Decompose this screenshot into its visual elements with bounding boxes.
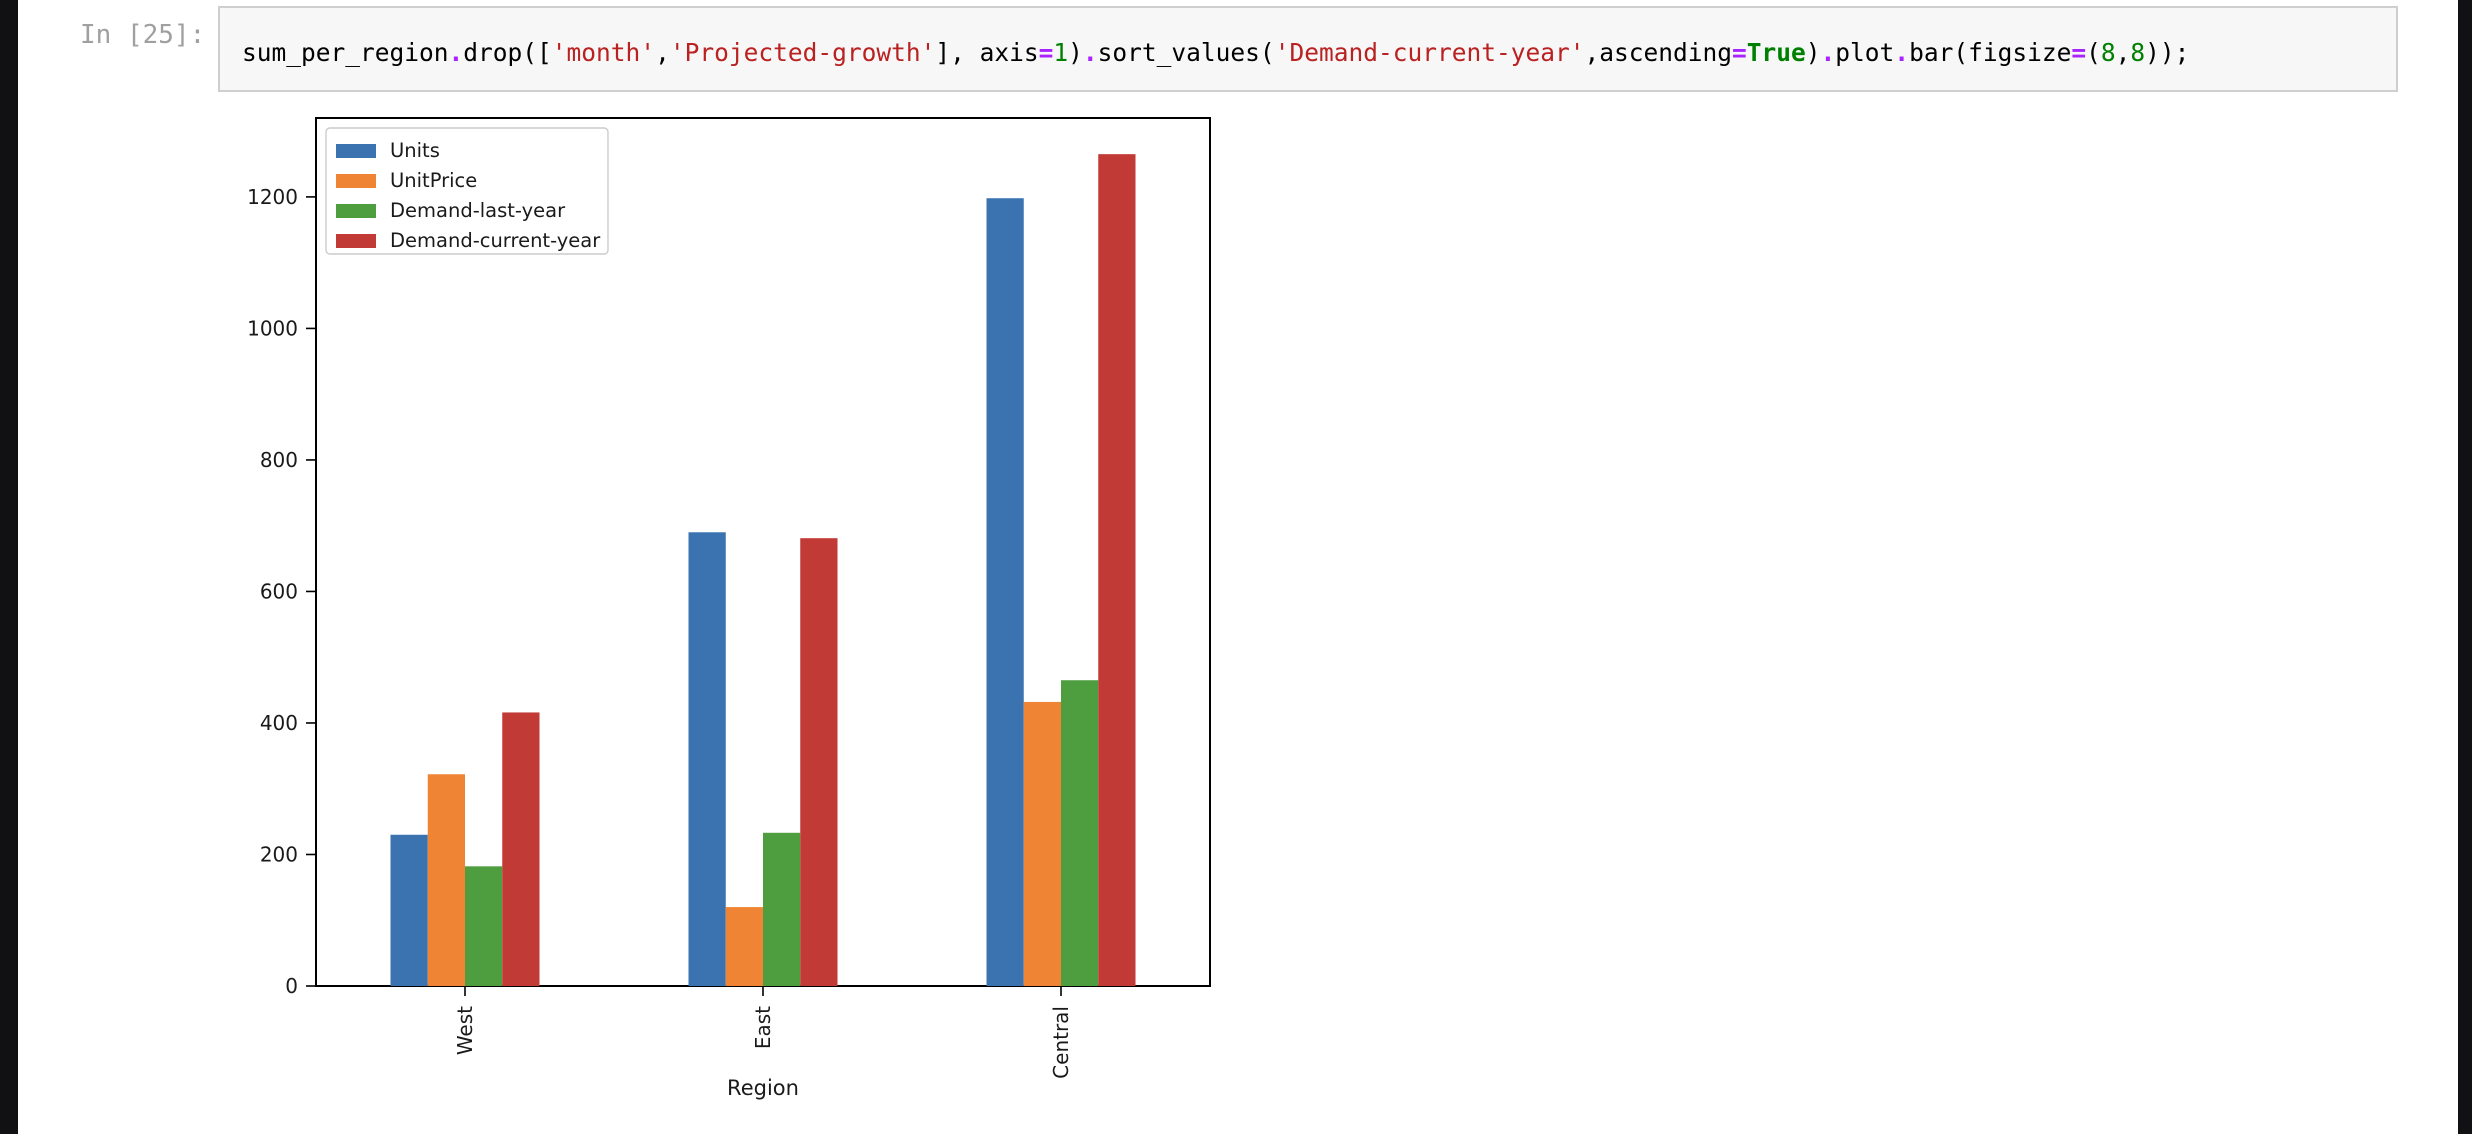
- bar-units-west: [390, 834, 428, 986]
- bar-unitprice-west: [427, 774, 465, 986]
- notebook-page: In [25]: sum_per_region.drop(['month','P…: [18, 0, 2458, 1134]
- cell-prompt: In [25]:: [80, 20, 206, 50]
- code-token: .: [448, 38, 464, 67]
- code-cell[interactable]: sum_per_region.drop(['month','Projected-…: [218, 6, 2398, 92]
- legend-label: UnitPrice: [390, 169, 477, 192]
- code-token: 8: [2130, 38, 2146, 67]
- x-tick-label-east: East: [751, 1006, 775, 1049]
- code-token: ,: [655, 38, 670, 67]
- code-token: sort_values(: [1097, 38, 1275, 67]
- bar-demand-last-year-east: [763, 832, 801, 986]
- bar-unitprice-east: [725, 907, 763, 986]
- code-token: sum_per_region: [242, 38, 449, 67]
- legend-label: Units: [390, 139, 440, 162]
- legend-swatch-demand-current-year: [336, 234, 376, 248]
- y-tick-label: 800: [260, 448, 298, 472]
- bar-demand-last-year-central: [1061, 680, 1099, 986]
- x-tick-label-central: Central: [1049, 1006, 1073, 1079]
- bar-demand-last-year-west: [465, 866, 503, 986]
- code-token: 'Demand-current-year': [1274, 38, 1585, 67]
- bar-units-central: [986, 198, 1024, 986]
- code-line: sum_per_region.drop(['month','Projected-…: [242, 38, 2189, 67]
- code-token: ], axis: [935, 38, 1039, 67]
- y-tick-label: 0: [285, 974, 298, 998]
- code-token: bar(figsize: [1909, 38, 2072, 67]
- legend-label: Demand-last-year: [390, 199, 566, 222]
- code-token: 'month': [551, 38, 656, 67]
- bar-demand-current-year-central: [1098, 154, 1136, 986]
- code-token: 'Projected-growth': [669, 38, 936, 67]
- code-token: .: [1894, 38, 1910, 67]
- code-token: =: [1038, 38, 1054, 67]
- code-token: 8: [2100, 38, 2116, 67]
- x-axis-label: Region: [727, 1076, 799, 1100]
- y-tick-label: 200: [260, 842, 298, 866]
- legend-swatch-units: [336, 144, 376, 158]
- code-token: 1: [1053, 38, 1069, 67]
- y-tick-label: 1200: [247, 185, 298, 209]
- legend-label: Demand-current-year: [390, 229, 601, 252]
- legend: [325, 127, 609, 255]
- code-token: .: [1820, 38, 1836, 67]
- bar-units-east: [688, 532, 726, 986]
- y-tick-label: 600: [260, 579, 298, 603]
- code-token: .: [1082, 38, 1098, 67]
- legend-swatch-unitprice: [336, 174, 376, 188]
- code-token: (: [2086, 38, 2101, 67]
- code-token: plot: [1835, 38, 1895, 67]
- bar-demand-current-year-east: [800, 538, 838, 986]
- code-token: ,: [2115, 38, 2131, 67]
- code-token: =: [2071, 38, 2087, 67]
- bar-demand-current-year-west: [502, 712, 540, 986]
- bar-chart: 0 200 400 600 800 1000 1200 West East Central Un…: [247, 117, 1211, 1100]
- code-token: ): [1805, 38, 1821, 67]
- code-token: ));: [2145, 38, 2190, 67]
- code-token: ): [1068, 38, 1083, 67]
- bar-unitprice-central: [1023, 701, 1061, 986]
- code-token: ,ascending: [1584, 38, 1732, 67]
- code-token: =: [1731, 38, 1747, 67]
- legend-swatch-demand-last-year: [336, 204, 376, 218]
- x-tick-label-west: West: [453, 1006, 477, 1055]
- code-token: drop([: [463, 38, 552, 67]
- code-token: True: [1746, 38, 1806, 67]
- y-tick-label: 400: [260, 711, 298, 735]
- y-tick-label: 1000: [247, 316, 298, 340]
